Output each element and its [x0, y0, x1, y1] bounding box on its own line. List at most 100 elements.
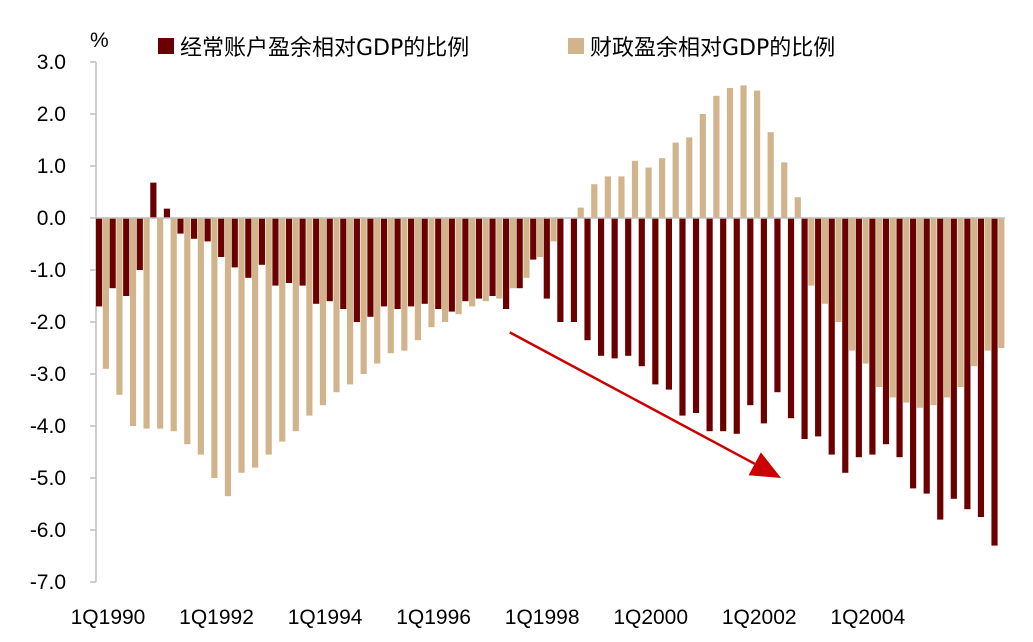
bar-current-account — [462, 218, 469, 302]
bar-current-account — [937, 218, 944, 520]
bar-fiscal — [984, 218, 991, 351]
legend-label-current-account: 经常账户盈余相对GDP的比例 — [180, 36, 469, 61]
bar-current-account — [584, 218, 591, 341]
bar-current-account — [503, 218, 510, 309]
bar-fiscal — [645, 167, 652, 218]
bar-current-account — [218, 218, 225, 257]
bar-fiscal — [279, 218, 286, 442]
bar-fiscal — [835, 218, 842, 322]
bar-current-account — [869, 218, 876, 455]
bar-current-account — [570, 218, 578, 322]
bar-fiscal — [509, 218, 516, 289]
legend: 经常账户盈余相对GDP的比例 财政盈余相对GDP的比例 — [158, 36, 835, 61]
bar-fiscal — [319, 218, 327, 406]
bar-fiscal — [292, 218, 299, 432]
bar-current-account — [882, 218, 890, 445]
bar-current-account — [109, 218, 116, 289]
bar-fiscal — [699, 114, 706, 218]
bar-fiscal — [631, 160, 639, 218]
bar-fiscal — [143, 218, 150, 429]
y-tick-label: -6.0 — [30, 519, 66, 542]
bar-current-account — [421, 218, 428, 304]
bar-current-account — [245, 218, 252, 278]
x-tick-label: 1Q1994 — [288, 606, 363, 629]
bar-current-account — [896, 218, 903, 458]
bar-current-account — [679, 218, 686, 416]
bar-current-account — [394, 218, 401, 309]
bar-fiscal — [686, 137, 693, 218]
bar-current-account — [787, 218, 795, 419]
bar-current-account — [272, 218, 279, 286]
bar-current-account — [258, 218, 265, 265]
y-axis: 3.0 2.0 1.0 0.0 -1.0 -2.0 -3.0 -4.0 -5.0 -6.0 -7.0 — [30, 51, 97, 594]
bar-current-account — [353, 218, 360, 322]
bar-current-account — [760, 218, 767, 424]
bar-current-account — [720, 218, 727, 432]
x-axis: 1Q1990 1Q1992 1Q1994 1Q1996 1Q1998 1Q2000 1Q20… — [71, 217, 1005, 629]
bar-current-account — [611, 218, 618, 359]
bar-fiscal — [306, 218, 313, 416]
bar-fiscal — [618, 176, 625, 218]
x-tick-label: 1Q2004 — [830, 606, 905, 629]
bar-fiscal — [129, 218, 137, 426]
bar-current-account — [692, 218, 700, 413]
x-tick-label: 1Q2000 — [613, 606, 688, 629]
bar-current-account — [597, 218, 605, 356]
bar-fiscal — [862, 218, 869, 364]
bar-fiscal — [496, 218, 503, 299]
x-tick-label: 1Q1990 — [71, 606, 146, 629]
bar-current-account — [828, 218, 835, 455]
bar-fiscal — [428, 218, 435, 328]
bar-current-account — [977, 218, 985, 517]
bar-fiscal — [808, 218, 815, 286]
bar-fiscal — [469, 218, 476, 307]
bar-fiscal — [441, 218, 449, 322]
bar-current-account — [950, 218, 957, 499]
bar-fiscal — [387, 218, 394, 354]
bar-fiscal — [211, 218, 218, 478]
y-tick-label: -7.0 — [30, 571, 66, 594]
bar-fiscal — [414, 218, 422, 341]
bar-fiscal — [998, 218, 1005, 348]
bar-current-account — [326, 218, 333, 302]
bar-current-account — [448, 218, 455, 312]
bar-fiscal — [659, 158, 666, 218]
bar-fiscal — [767, 132, 774, 218]
bar-fiscal — [713, 95, 720, 218]
bar-current-account — [652, 218, 659, 385]
bar-fiscal — [523, 218, 530, 278]
bar-current-account — [340, 218, 347, 309]
bar-fiscal — [903, 218, 910, 403]
bar-current-account — [774, 218, 781, 393]
bar-current-account — [285, 218, 293, 283]
bar-fiscal — [740, 85, 747, 219]
bar-fiscal — [197, 218, 204, 455]
bar-current-account — [177, 218, 184, 234]
x-tick-label: 1Q2002 — [722, 606, 797, 629]
bar-fiscal — [794, 197, 801, 218]
bar-fiscal — [401, 218, 408, 351]
bar-fiscal — [754, 90, 761, 218]
bar-fiscal — [957, 218, 964, 387]
bar-fiscal — [726, 88, 734, 218]
bar-fiscal — [821, 218, 829, 304]
bar-fiscal — [455, 218, 462, 315]
bar-current-account — [123, 218, 130, 296]
bar-current-account — [150, 182, 157, 218]
legend-swatch-fiscal — [568, 38, 584, 54]
bar-fiscal — [591, 184, 598, 218]
y-unit-label: % — [90, 29, 109, 52]
y-tick-label: 3.0 — [37, 51, 66, 74]
bar-current-account — [231, 218, 238, 268]
bar-current-account — [516, 218, 523, 289]
y-tick-label: -5.0 — [30, 467, 66, 490]
bar-fiscal — [224, 218, 232, 497]
bar-current-account — [923, 218, 930, 494]
bar-current-account — [435, 218, 442, 309]
y-tick-label: 0.0 — [37, 207, 66, 230]
x-tick-label: 1Q1992 — [179, 606, 254, 629]
bar-current-account — [408, 218, 415, 307]
bar-fiscal — [536, 218, 544, 257]
bar-current-account — [163, 208, 171, 218]
x-tick-label: 1Q1998 — [505, 606, 580, 629]
